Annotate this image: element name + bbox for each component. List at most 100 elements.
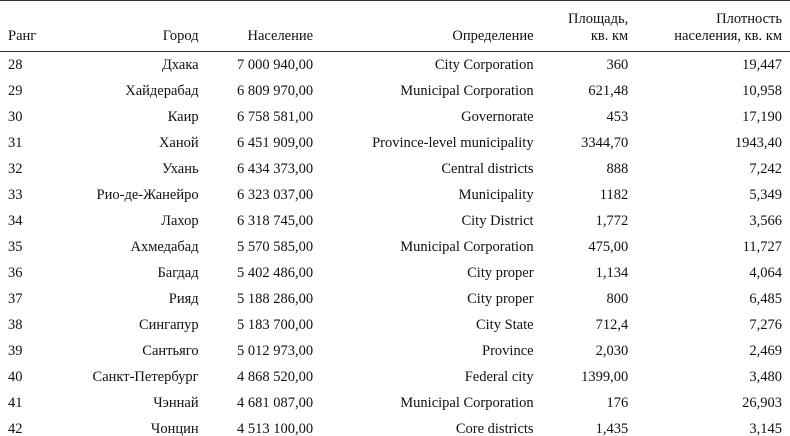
table-cell: 453 [606, 108, 629, 125]
table-row: 32 Ухань 6 434 373,00 Central districts 888 7… [0, 156, 790, 182]
table-cell: 6,485 [749, 290, 782, 307]
table-cell: City District [461, 212, 534, 229]
table-cell: 360 [606, 56, 629, 73]
header-line: кв. км [590, 28, 629, 44]
table-cell: 176 [606, 394, 629, 411]
header-cell: Плотность населения, кв. км [636, 1, 790, 52]
table-cell: Хайдерабад [125, 82, 199, 99]
table-cell: 3,480 [749, 368, 782, 385]
table-cell: City State [475, 316, 534, 333]
header-cell: Ранг [8, 28, 37, 44]
table-cell: 4,064 [749, 264, 782, 281]
table-cell: 5 570 585,00 [236, 238, 314, 255]
table-row: 36 Багдад 5 402 486,00 City proper 1,134 4,06… [0, 260, 790, 286]
table-cell: 10,958 [742, 82, 782, 99]
table-cell: Каир [167, 108, 199, 125]
table-cell: Core districts [455, 420, 534, 436]
table-cell: City proper [467, 264, 534, 281]
table-row: 42 Чонцин 4 513 100,00 Core districts 1,435 3… [0, 416, 790, 436]
table-cell: 29 [8, 82, 23, 99]
table-cell: 475,00 [588, 238, 629, 255]
table-cell: Ханой [158, 134, 199, 151]
table-cell: Municipal Corporation [400, 394, 534, 411]
table-cell: 4 868 520,00 [236, 368, 314, 385]
header-line: Площадь, [568, 11, 629, 27]
table-row: 41 Чэннай 4 681 087,00 Municipal Corporatio… [0, 390, 790, 416]
table-cell: 5 183 700,00 [236, 316, 314, 333]
table-cell: Лахор [161, 212, 199, 229]
table-cell: 6 323 037,00 [236, 186, 314, 203]
table-header: Ранг Город Население Определение Площадь, кв.… [0, 0, 790, 52]
table-cell: Province-level municipality [372, 134, 534, 151]
header-row: Ранг Город Население Определение Площадь, кв.… [0, 0, 790, 52]
table-cell: 800 [606, 290, 629, 307]
table-cell: Рио-де-Жанейро [96, 186, 199, 203]
table-cell: 5 402 486,00 [236, 264, 314, 281]
table-cell: 19,447 [742, 56, 782, 73]
table-cell: 3,145 [749, 420, 782, 436]
table-row: 29 Хайдерабад 6 809 970,00 Municipal Corpor… [0, 78, 790, 104]
table-cell: 1,772 [595, 212, 629, 229]
table-cell: 5 012 973,00 [236, 342, 314, 359]
table-cell: 1,435 [595, 420, 629, 436]
header-cell: Определение [452, 28, 534, 44]
table-cell: 37 [8, 290, 23, 307]
table-cell: 3344,70 [581, 134, 629, 151]
table-cell: City proper [467, 290, 534, 307]
table-cell: Сингапур [138, 316, 199, 333]
table-row: 28 Дхака 7 000 940,00 City Corporation 360 19… [0, 52, 790, 79]
table-cell: Federal city [464, 368, 534, 385]
table-row: 35 Ахмедабад 5 570 585,00 Municipal Corpora… [0, 234, 790, 260]
header-line: населения, кв. км [674, 28, 782, 44]
table-cell: Ахмедабад [130, 238, 199, 255]
table-cell: 6 451 909,00 [236, 134, 314, 151]
table-row: 33 Рио-де-Жанейро 6 323 037,00 Municipality… [0, 182, 790, 208]
table-cell: 38 [8, 316, 23, 333]
table-cell: Municipality [458, 186, 534, 203]
table-cell: 1,134 [595, 264, 629, 281]
table-cell: 33 [8, 186, 23, 203]
table-cell: 1182 [599, 186, 629, 203]
table-cell: 42 [8, 420, 23, 436]
table-cell: 36 [8, 264, 23, 281]
table-cell: 6 809 970,00 [236, 82, 314, 99]
table-cell: Санкт-Петербург [92, 368, 199, 385]
table-cell: 1943,40 [734, 134, 782, 151]
table-cell: Municipal Corporation [400, 238, 534, 255]
table-cell: 30 [8, 108, 23, 125]
table-row: 38 Сингапур 5 183 700,00 City State 712,4 7,2… [0, 312, 790, 338]
table-cell: 28 [8, 56, 23, 73]
table-cell: Governorate [461, 108, 534, 125]
table-body: 28 Дхака 7 000 940,00 City Corporation 360 19… [0, 52, 790, 436]
header-cell: Площадь, кв. км [542, 1, 637, 52]
header-cell: Город [162, 28, 199, 44]
table-cell: 6 318 745,00 [236, 212, 314, 229]
table-cell: Багдад [157, 264, 199, 281]
table-row: 37 Рияд 5 188 286,00 City proper 800 6,485 [0, 286, 790, 312]
table-cell: Чэннай [153, 394, 199, 411]
table-cell: 26,903 [742, 394, 782, 411]
table-cell: Рияд [168, 290, 199, 307]
table-cell: 7,242 [749, 160, 782, 177]
table-cell: 17,190 [742, 108, 782, 125]
table-row: 34 Лахор 6 318 745,00 City District 1,772 3,5… [0, 208, 790, 234]
table-cell: Дхака [161, 56, 199, 73]
table-cell: 3,566 [749, 212, 782, 229]
table-cell: City Corporation [434, 56, 534, 73]
table-cell: 40 [8, 368, 23, 385]
table-cell: 35 [8, 238, 23, 255]
table-cell: 712,4 [595, 316, 629, 333]
table-cell: Municipal Corporation [400, 82, 534, 99]
table-cell: 6 434 373,00 [236, 160, 314, 177]
table-cell: 7 000 940,00 [236, 56, 314, 73]
table-cell: 7,276 [749, 316, 782, 333]
header-cell: Население [247, 28, 314, 44]
table-cell: 2,030 [595, 342, 629, 359]
table-row: 31 Ханой 6 451 909,00 Province-level munici… [0, 130, 790, 156]
table-cell: 4 681 087,00 [236, 394, 314, 411]
table-cell: 41 [8, 394, 23, 411]
table-cell: 4 513 100,00 [236, 420, 314, 436]
table-cell: 621,48 [588, 82, 629, 99]
